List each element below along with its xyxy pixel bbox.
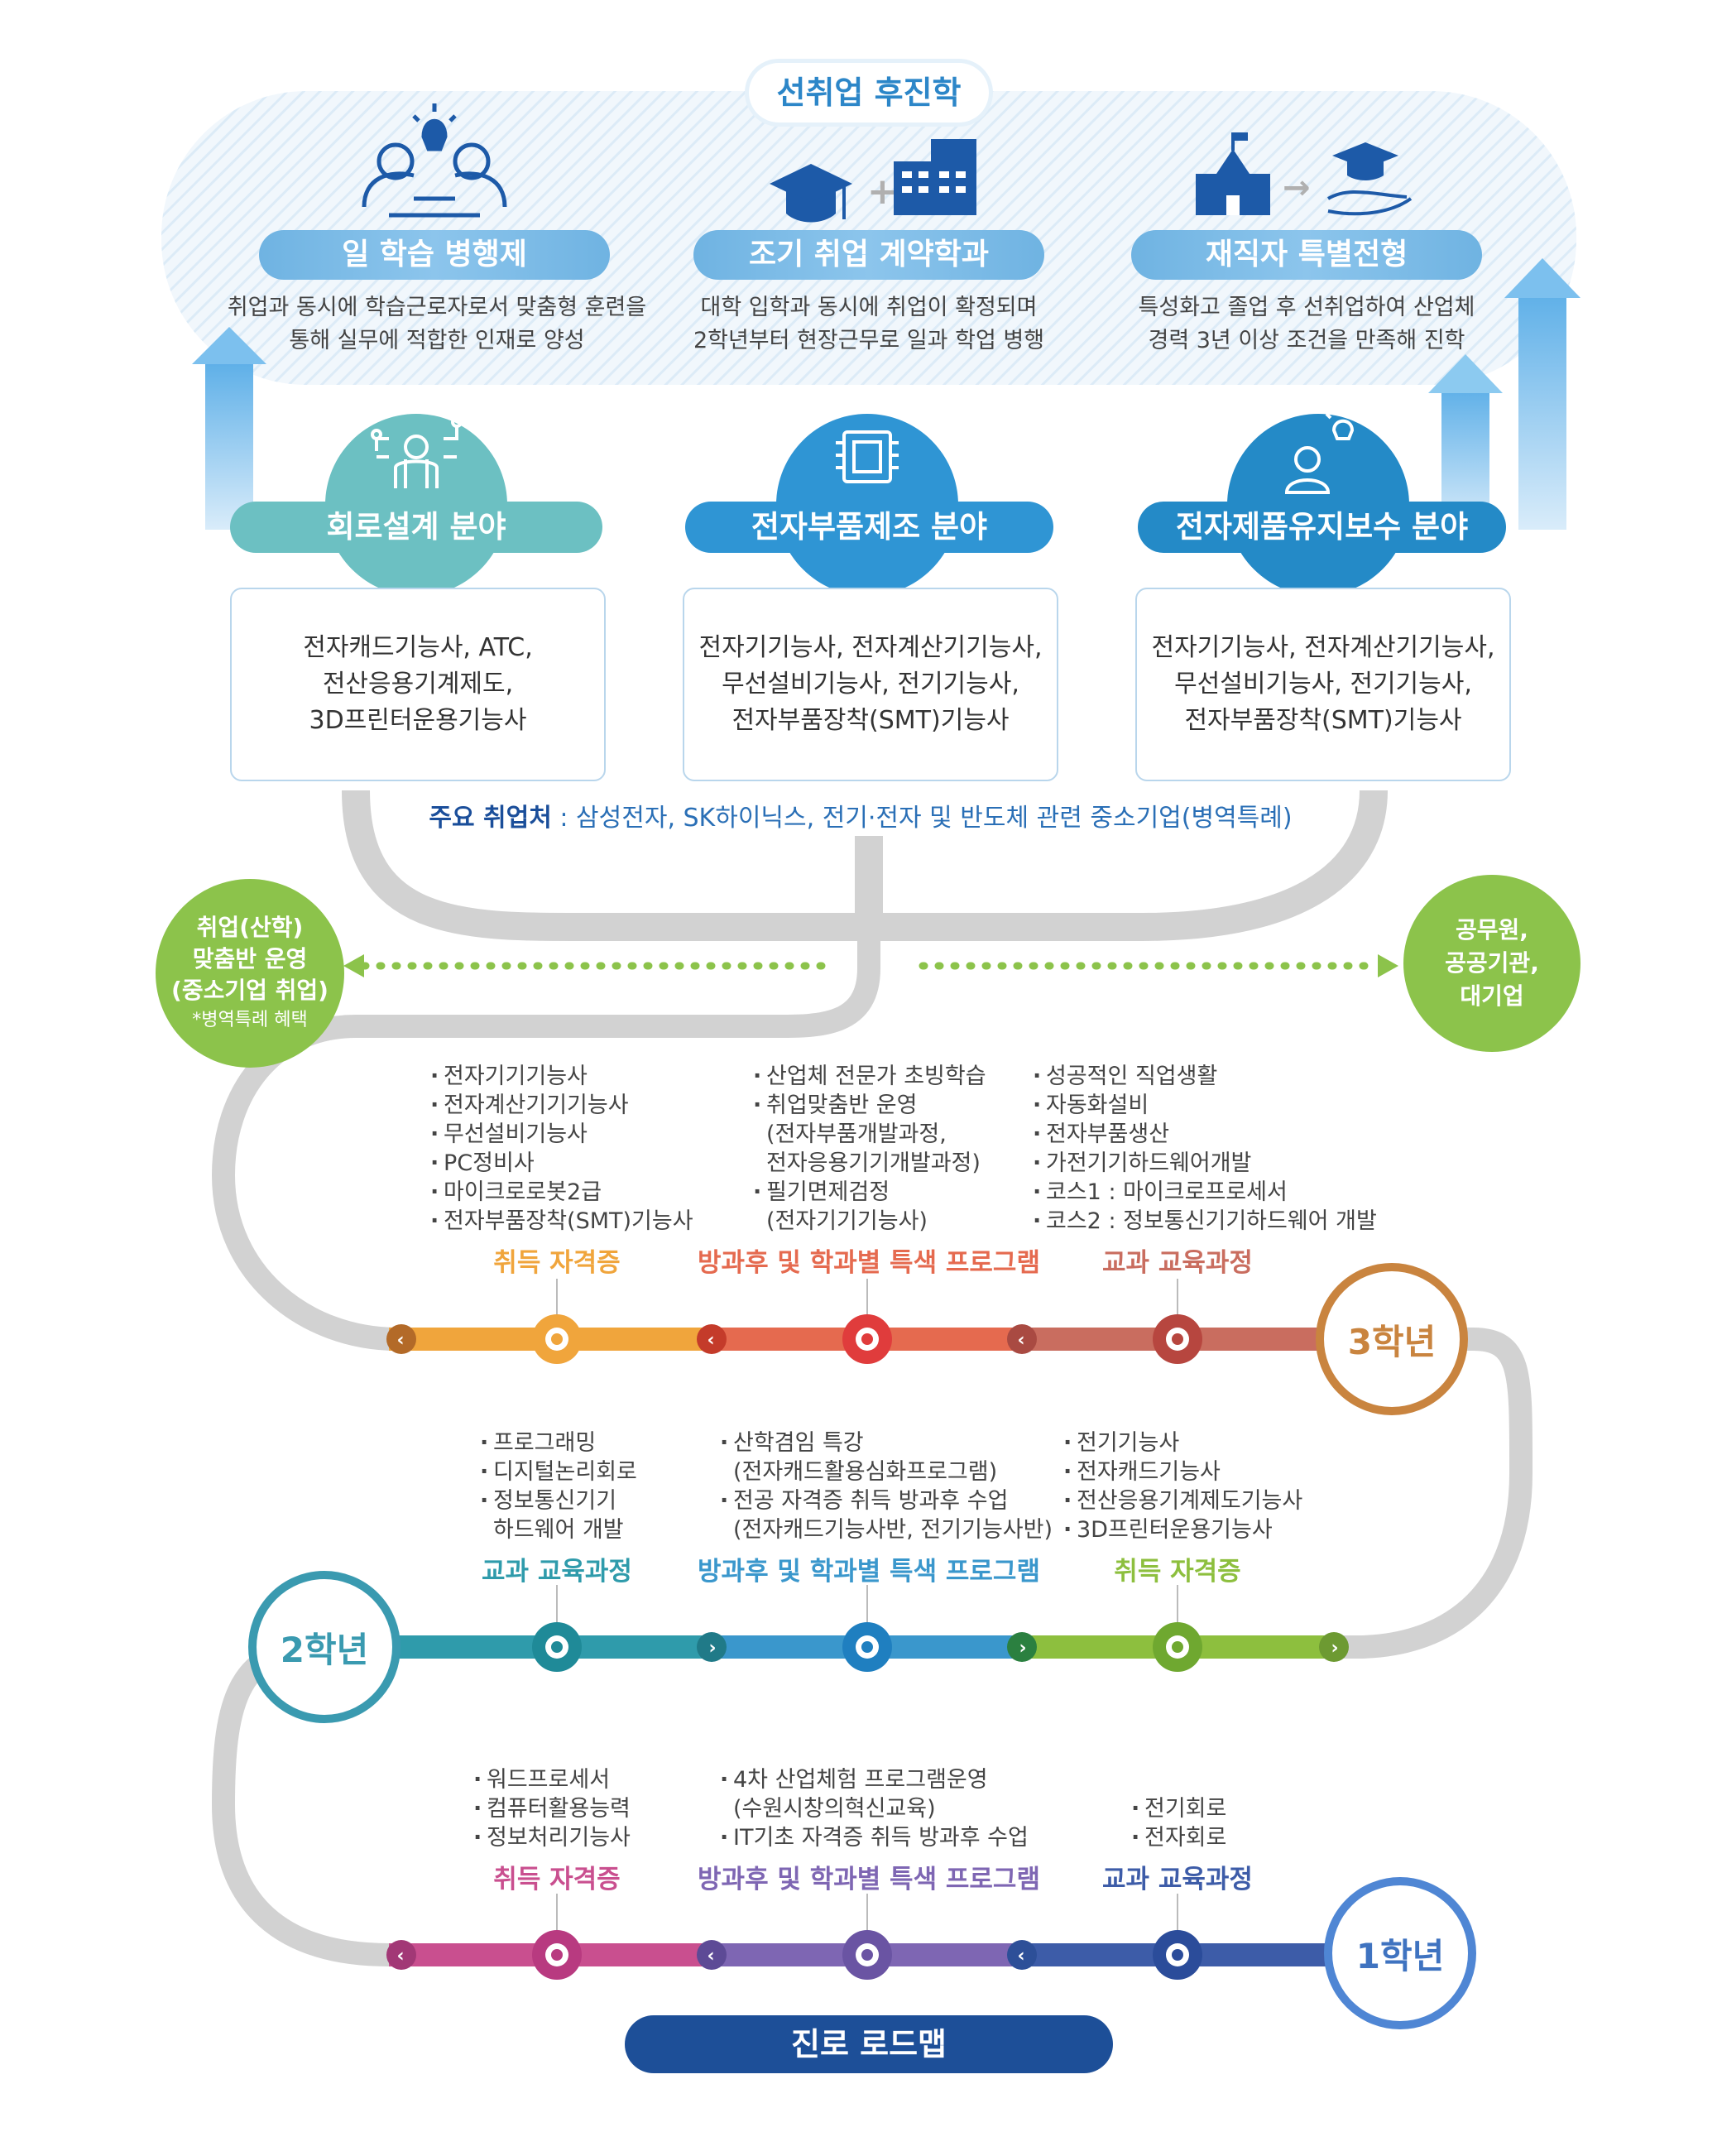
- chip-icon: [836, 430, 899, 483]
- node-2-3: [1153, 1622, 1202, 1672]
- year2-certs-list: 전기기능사전자캐드기능사 전산응용기계제도기능사3D프린터운용기능사: [1063, 1429, 1302, 1544]
- main-employers: 주요 취업처 : 삼성전자, SK하이닉스, 전기·전자 및 반도체 관련 중소…: [248, 797, 1473, 833]
- program-pill-early-employment: 조기 취업 계약학과: [693, 230, 1044, 280]
- up-arrow-left: [192, 327, 266, 530]
- year1-program-list: 4차 산업체험 프로그램운영(수원시창의혁신교육) IT기초 자격증 취득 방과…: [720, 1765, 1029, 1852]
- svg-text:→: →: [1283, 169, 1311, 207]
- year3-curriculum-title: 교과 교육과정: [1102, 1248, 1253, 1278]
- school-to-graduation-icon: →: [1196, 132, 1413, 216]
- cert-box-maintenance: 전자기기능사, 전자계산기기능사, 무선설비기능사, 전기기능사, 전자부품장착…: [1135, 588, 1511, 781]
- svg-text:‹: ‹: [707, 1330, 714, 1351]
- node-2-2: [842, 1622, 892, 1672]
- cert-box-component-manufacturing: 전자기기능사, 전자계산기기능사, 무선설비기능사, 전기기능사, 전자부품장착…: [683, 588, 1058, 781]
- chevron-left-icon: ‹: [697, 1324, 727, 1354]
- chevron-left-icon: ‹: [386, 1324, 416, 1354]
- year1-curriculum-list: 전기회로전자회로: [1131, 1794, 1226, 1852]
- destination-left: 취업(산학) 맞춤반 운영 (중소기업 취업) *병역특례 혜택: [156, 879, 344, 1068]
- engineer-idea-icon: [1284, 407, 1361, 494]
- node-2-1: [532, 1622, 582, 1672]
- idea-brain-icon: [362, 103, 507, 218]
- field-pill-component-manufacturing: 전자부품제조 분야: [685, 502, 1053, 553]
- cert-box-circuit-design: 전자캐드기능사, ATC, 전산응용기계제도, 3D프린터운용기능사: [230, 588, 606, 781]
- year2-certs-title: 취득 자격증: [1114, 1557, 1241, 1587]
- node-3-1: [532, 1314, 582, 1364]
- program-pill-incumbent: 재직자 특별전형: [1131, 230, 1482, 280]
- military-benefit-note: *병역특례 혜택: [192, 1010, 308, 1030]
- field-pill-maintenance: 전자제품유지보수 분야: [1138, 502, 1506, 553]
- main-employers-text: : 삼성전자, SK하이닉스, 전기·전자 및 반도체 관련 중소기업(병역특례…: [551, 804, 1293, 833]
- chevron-right-icon: ›: [697, 1632, 727, 1662]
- chevron-left-icon: ‹: [697, 1940, 727, 1970]
- program-pill-work-study: 일 학습 병행제: [259, 230, 610, 280]
- graduation-cap-plus-building-icon: +: [770, 139, 976, 223]
- program-desc-early-employment: 대학 입학과 동시에 취업이 확정되며 2학년부터 현장근무로 일과 학업 병행: [693, 295, 1045, 353]
- roadmap-title: 진로 로드맵: [625, 2015, 1113, 2073]
- svg-text:‹: ‹: [1017, 1330, 1024, 1351]
- year2-curriculum-list: 프로그래밍디지털논리회로 정보통신기기하드웨어 개발: [480, 1429, 637, 1544]
- year2-program-title: 방과후 및 학과별 특색 프로그램: [698, 1557, 1040, 1587]
- year3-certs-title: 취득 자격증: [493, 1248, 621, 1278]
- year-3-circle: 3학년: [1316, 1263, 1468, 1415]
- chevron-right-icon: ›: [1319, 1632, 1349, 1662]
- svg-text:+: +: [867, 170, 898, 213]
- timeline-nodes: [532, 1314, 1202, 1980]
- year1-program-title: 방과후 및 학과별 특색 프로그램: [698, 1865, 1040, 1894]
- svg-text:‹: ‹: [396, 1946, 404, 1966]
- node-1-3: [1153, 1930, 1202, 1980]
- svg-text:‹: ‹: [1017, 1946, 1024, 1966]
- node-1-2: [842, 1930, 892, 1980]
- chevron-right-icon: ›: [1007, 1632, 1037, 1662]
- circuit-person-icon: [371, 416, 463, 488]
- field-pill-circuit-design: 회로설계 분야: [230, 502, 602, 553]
- top-title: 선취업 후진학: [749, 63, 989, 122]
- svg-text:›: ›: [1019, 1638, 1026, 1659]
- dotted-arrow-left: [343, 954, 840, 977]
- main-employers-label: 주요 취업처: [429, 804, 552, 833]
- destination-right: 공무원, 공공기관, 대기업: [1403, 875, 1580, 1052]
- program-desc-incumbent: 특성화고 졸업 후 선취업하여 산업체 경력 3년 이상 조건을 만족해 진학: [1138, 295, 1475, 353]
- chevron-left-icon: ‹: [1007, 1324, 1037, 1354]
- year-1-circle: 1학년: [1324, 1877, 1476, 2029]
- year1-certs-list: 워드프로세서컴퓨터활용능력 정보처리기능사: [473, 1765, 631, 1852]
- year2-program-list: 산학겸임 특강(전자캐드활용심화프로그램) 전공 자격증 취득 방과후 수업(전…: [720, 1429, 1053, 1544]
- year3-curriculum-list: 성공적인 직업생활자동화설비 전자부품생산가전기기하드웨어개발 코스1 : 마이…: [1033, 1062, 1377, 1236]
- program-desc-work-study: 취업과 동시에 학습근로자로서 맞춤형 훈련을 통해 실무에 적합한 인재로 양성: [227, 295, 647, 353]
- year2-curriculum-title: 교과 교육과정: [482, 1557, 632, 1587]
- svg-text:›: ›: [708, 1638, 716, 1659]
- dotted-arrow-right: [919, 954, 1398, 977]
- year1-certs-title: 취득 자격증: [493, 1865, 621, 1894]
- svg-text:‹: ‹: [707, 1946, 714, 1966]
- chevron-left-icon: ‹: [1007, 1940, 1037, 1970]
- up-arrow-right-tall: [1504, 258, 1580, 530]
- year3-program-title: 방과후 및 학과별 특색 프로그램: [698, 1248, 1040, 1278]
- node-3-3: [1153, 1314, 1202, 1364]
- year3-certs-list: 전자기기기능사전자계산기기기능사 무선설비기능사PC정비사 마이크로로봇2급전자…: [430, 1062, 693, 1236]
- chevron-left-icon: ‹: [386, 1940, 416, 1970]
- svg-text:›: ›: [1331, 1638, 1338, 1659]
- year1-curriculum-title: 교과 교육과정: [1102, 1865, 1253, 1894]
- year-2-circle: 2학년: [248, 1571, 401, 1723]
- year3-program-list: 산업체 전문가 초빙학습취업맞춤반 운영 (전자부품개발과정,전자응용기기개발과…: [753, 1062, 986, 1236]
- node-3-2: [842, 1314, 892, 1364]
- node-1-1: [532, 1930, 582, 1980]
- chevron-icons: ‹ ‹ ‹ › › › ‹ ‹ ‹: [386, 1324, 1349, 1970]
- svg-text:‹: ‹: [396, 1330, 404, 1351]
